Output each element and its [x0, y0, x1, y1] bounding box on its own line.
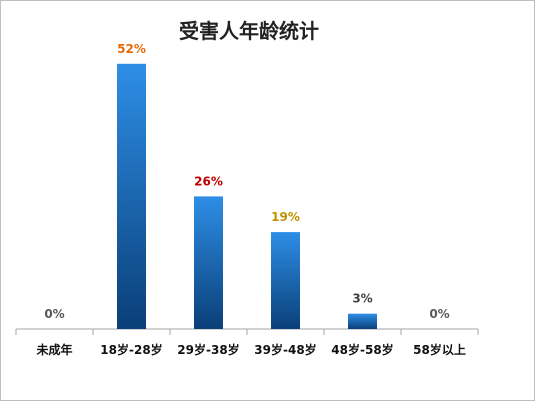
data-label: 19% — [271, 210, 300, 224]
bar — [271, 232, 300, 329]
data-label: 0% — [429, 307, 449, 321]
x-tick-label: 18岁-28岁 — [100, 342, 162, 357]
data-label: 26% — [194, 174, 223, 188]
x-tick-label: 29岁-38岁 — [177, 342, 239, 357]
x-tick-label: 48岁-58岁 — [331, 342, 393, 357]
chart-title: 受害人年龄统计 — [179, 19, 319, 43]
data-label: 52% — [117, 42, 146, 56]
data-label: 3% — [352, 292, 372, 306]
bar — [194, 196, 223, 329]
bar — [117, 63, 146, 330]
x-tick-label: 未成年 — [35, 342, 72, 357]
data-label: 0% — [44, 307, 64, 321]
bar — [348, 313, 377, 329]
x-tick-label: 39岁-48岁 — [254, 342, 316, 357]
x-tick-label: 58岁以上 — [413, 342, 466, 357]
